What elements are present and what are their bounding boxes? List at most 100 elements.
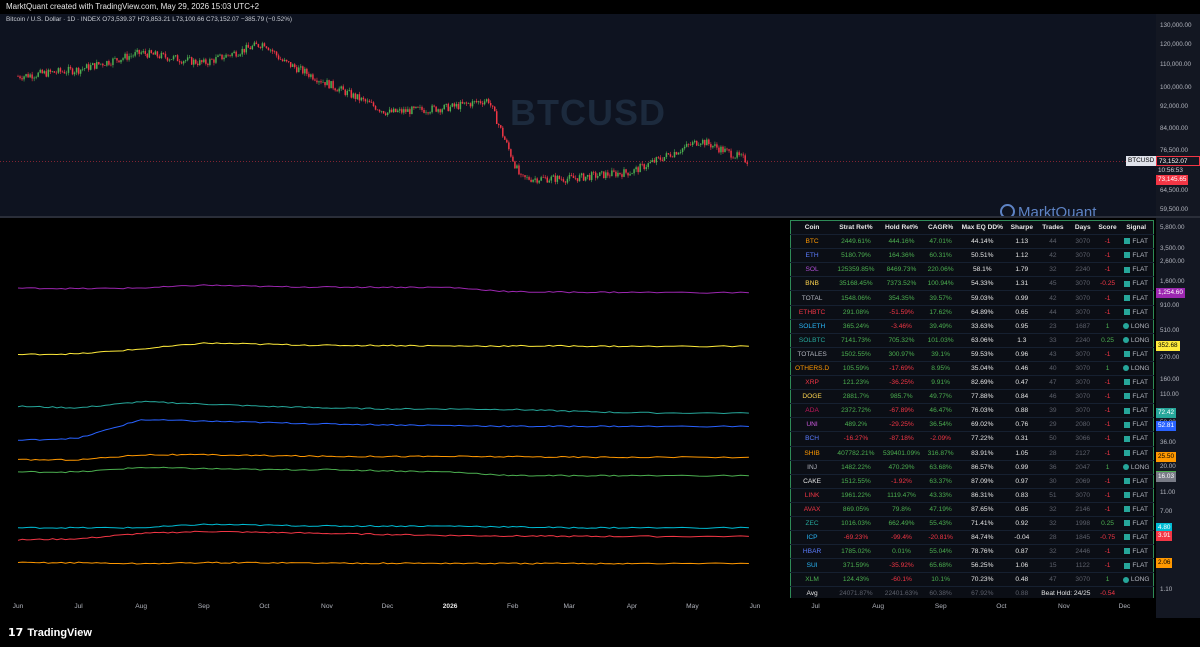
sharpe-cell: 0.46 bbox=[1007, 361, 1037, 377]
table-row: ADA 2372.72% -67.89% 46.47% 76.03% 0.88 39 3070… bbox=[790, 403, 1154, 419]
candle bbox=[702, 138, 704, 146]
coin-cell: INJ bbox=[790, 460, 834, 475]
candle bbox=[41, 68, 43, 74]
candle bbox=[19, 75, 21, 80]
candle bbox=[75, 67, 78, 76]
hold-ret-cell: 300.97% bbox=[878, 347, 925, 362]
flat-square-icon bbox=[1124, 379, 1131, 386]
hold-ret-cell: -29.25% bbox=[878, 417, 925, 433]
candle bbox=[554, 172, 557, 185]
signal-cell: FLAT bbox=[1119, 389, 1154, 405]
column-header: Trades bbox=[1036, 220, 1070, 236]
coin-cell: BTC bbox=[790, 234, 834, 250]
performance-tick-label: 5,800.00 bbox=[1160, 224, 1185, 231]
candle bbox=[114, 56, 116, 60]
equity-line-sol bbox=[17, 284, 749, 294]
max-dd-cell: 77.88% bbox=[956, 389, 1008, 405]
candle bbox=[142, 48, 144, 54]
candle bbox=[326, 78, 328, 86]
cagr-cell: 39.49% bbox=[924, 319, 957, 334]
candle bbox=[269, 48, 272, 53]
candle bbox=[364, 98, 367, 104]
score-cell: 0.25 bbox=[1095, 333, 1120, 348]
table-body: BTC 2449.61% 444.16% 47.01% 44.14% 1.13 44 3070… bbox=[790, 234, 1154, 602]
candle bbox=[25, 73, 27, 78]
strat-ret-cell: 371.59% bbox=[833, 558, 879, 574]
sharpe-cell: 0.47 bbox=[1007, 375, 1037, 391]
candle bbox=[473, 100, 476, 104]
candle bbox=[271, 48, 274, 54]
candle bbox=[120, 59, 122, 64]
performance-tick-label: 1.10 bbox=[1160, 586, 1173, 593]
symbol-badge: BTCUSD bbox=[1126, 156, 1157, 167]
price-axis[interactable]: 130,000.00 120,000.00 110,000.00 100,000.00… bbox=[1156, 14, 1200, 216]
days-cell: 3070 bbox=[1069, 248, 1096, 264]
time-tick-label: Feb bbox=[507, 603, 519, 610]
trades-cell: 39 bbox=[1036, 403, 1070, 419]
candle bbox=[241, 46, 243, 57]
candle bbox=[653, 157, 656, 164]
candle bbox=[380, 110, 383, 114]
flat-square-icon bbox=[1124, 520, 1131, 527]
candle bbox=[356, 94, 359, 100]
time-tick-label: Apr bbox=[626, 603, 637, 610]
score-cell: 0.25 bbox=[1095, 516, 1120, 532]
signal-label: LONG bbox=[1130, 364, 1150, 372]
table-row: LINK 1961.22% 1119.47% 43.33% 86.31% 0.83 51 30… bbox=[790, 488, 1154, 503]
candle bbox=[39, 68, 41, 74]
candle bbox=[344, 88, 346, 97]
time-tick-label: Dec bbox=[1118, 603, 1131, 610]
candle bbox=[489, 100, 492, 108]
candle bbox=[94, 63, 96, 71]
price-pane[interactable]: Bitcoin / U.S. Dollar · 1D · INDEX O73,5… bbox=[0, 14, 1156, 221]
sharpe-cell: 1.79 bbox=[1007, 262, 1037, 278]
signal-cell: FLAT bbox=[1119, 488, 1154, 503]
candle bbox=[601, 170, 603, 175]
signal-label: FLAT bbox=[1132, 266, 1148, 274]
score-cell: 1 bbox=[1095, 319, 1120, 334]
candle bbox=[405, 106, 407, 114]
table-row: DOGE 2881.7% 985.7% 49.77% 77.88% 0.84 46 3070-… bbox=[790, 389, 1154, 405]
candle bbox=[536, 177, 538, 185]
strategy-table: Coin Strat Ret% Hold Ret% CAGR% Max EQ DD% Sh… bbox=[790, 220, 1154, 602]
time-axis[interactable]: Jun Jul Aug Sep Oct Nov Dec 2026 Feb Mar Apr May Jun… bbox=[0, 598, 1156, 618]
candle bbox=[546, 175, 548, 183]
hold-ret-cell: 8469.73% bbox=[878, 262, 925, 278]
candle bbox=[744, 153, 746, 164]
coin-cell: UNI bbox=[790, 417, 834, 433]
candle bbox=[419, 104, 421, 110]
score-cell: 1 bbox=[1095, 460, 1120, 475]
candle bbox=[148, 48, 151, 58]
max-dd-cell: 59.03% bbox=[956, 290, 1008, 306]
signal-label: FLAT bbox=[1132, 449, 1148, 457]
sharpe-cell: 0.87 bbox=[1007, 544, 1037, 560]
hold-ret-cell: 662.49% bbox=[878, 516, 925, 532]
candle bbox=[459, 100, 462, 112]
score-cell: -1 bbox=[1095, 488, 1120, 503]
candle bbox=[564, 180, 567, 186]
tradingview-logo: 𝟭𝟳 TradingView bbox=[8, 626, 92, 639]
days-cell: 1687 bbox=[1069, 319, 1096, 334]
pane-separator[interactable] bbox=[0, 216, 1200, 218]
candle bbox=[176, 54, 179, 62]
ohlc-high: H73,853.21 bbox=[137, 16, 171, 23]
candle bbox=[429, 111, 431, 115]
sharpe-cell: 0.96 bbox=[1007, 347, 1037, 362]
candle bbox=[504, 135, 506, 140]
hold-ret-cell: -51.59% bbox=[878, 305, 925, 320]
days-cell: 2240 bbox=[1069, 333, 1096, 348]
candle bbox=[390, 107, 393, 113]
strat-ret-cell: 105.59% bbox=[833, 361, 879, 377]
last-price-badge: 73,152.07 bbox=[1156, 156, 1200, 167]
candle bbox=[358, 91, 361, 104]
signal-label: LONG bbox=[1130, 576, 1150, 584]
table-row: AVAX 869.05% 79.8% 47.19% 87.65% 0.85 32 2146 -1… bbox=[790, 502, 1154, 517]
candle bbox=[673, 149, 676, 158]
sharpe-cell: 1.12 bbox=[1007, 248, 1037, 264]
candle bbox=[734, 157, 736, 160]
equity-line-others-d bbox=[17, 561, 749, 565]
candle bbox=[718, 145, 720, 154]
candle bbox=[334, 87, 336, 92]
candle bbox=[209, 57, 211, 67]
candle bbox=[382, 110, 385, 114]
